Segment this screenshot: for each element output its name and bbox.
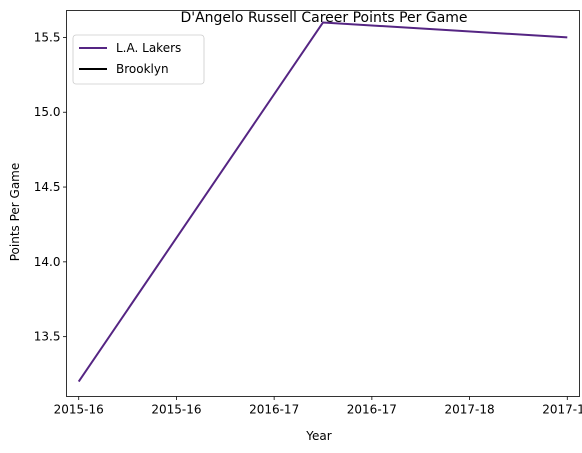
x-tick-label: 2017-18 bbox=[542, 403, 582, 417]
chart-title: D'Angelo Russell Career Points Per Game bbox=[180, 10, 467, 26]
x-axis: 2015-16 2015-16 2016-17 2016-17 2017-18 2017-… bbox=[54, 396, 582, 417]
x-tick-label: 2016-17 bbox=[249, 403, 299, 417]
x-tick-label: 2017-18 bbox=[445, 403, 495, 417]
plot-area bbox=[66, 10, 580, 397]
x-tick-label: 2016-17 bbox=[347, 403, 397, 417]
series-line-0 bbox=[77, 21, 568, 383]
y-axis-label: Points Per Game bbox=[8, 163, 22, 262]
x-tick-label: 2015-16 bbox=[151, 403, 201, 417]
legend-label: Brooklyn bbox=[116, 62, 169, 76]
y-tick-label: 15.5 bbox=[34, 30, 61, 44]
y-tick-label: 14.0 bbox=[34, 255, 61, 269]
x-tick-label: 2015-16 bbox=[54, 403, 104, 417]
legend-label: L.A. Lakers bbox=[116, 41, 181, 55]
legend: L.A. Lakers Brooklyn bbox=[72, 34, 205, 85]
y-tick-label: 15.0 bbox=[34, 105, 61, 119]
y-tick-label: 14.5 bbox=[34, 180, 61, 194]
series-lines bbox=[77, 21, 568, 383]
x-axis-label: Year bbox=[305, 429, 331, 443]
y-axis: 13.5 14.0 14.5 15.0 15.5 bbox=[34, 30, 67, 344]
y-tick-label: 13.5 bbox=[34, 330, 61, 344]
